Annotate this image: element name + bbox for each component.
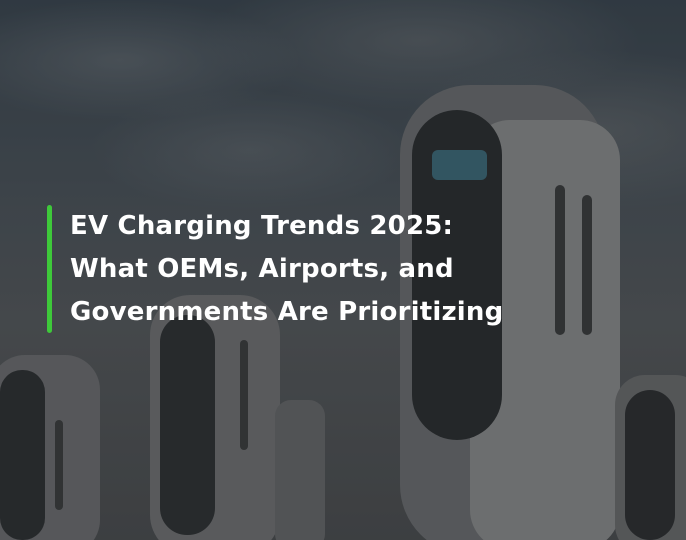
title-line-3: Governments Are Prioritizing (70, 297, 504, 327)
hero-title: EV Charging Trends 2025: What OEMs, Airp… (70, 205, 590, 334)
charger-right (615, 375, 686, 540)
charger-mid (150, 295, 325, 540)
title-line-1: EV Charging Trends 2025: (70, 211, 454, 241)
charger-large (400, 85, 620, 540)
charger-left (0, 355, 100, 540)
title-line-2: What OEMs, Airports, and (70, 254, 454, 284)
title-accent-bar (47, 205, 52, 333)
